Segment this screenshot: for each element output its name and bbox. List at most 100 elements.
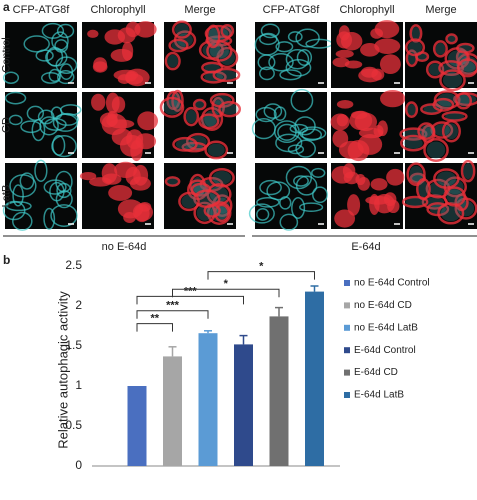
column-header: CFP-ATG8f <box>13 4 71 16</box>
cell <box>255 106 277 123</box>
cell <box>438 60 465 77</box>
cell <box>444 123 459 140</box>
cell <box>417 122 436 140</box>
legend-label: no E-64d LatB <box>354 322 418 333</box>
cell <box>293 175 309 187</box>
legend-label: E-64d CD <box>354 367 398 378</box>
y-axis-label: Relative autophagic activity <box>55 291 70 449</box>
cell <box>186 132 211 151</box>
cell <box>432 97 455 112</box>
cell <box>423 138 449 162</box>
column-header: Merge <box>425 4 456 16</box>
cell <box>370 178 388 191</box>
legend-label: no E-64d CD <box>354 300 412 311</box>
cell <box>299 202 324 213</box>
column-header: Merge <box>184 4 215 16</box>
cell <box>406 162 426 187</box>
cell <box>311 167 326 178</box>
cell <box>79 171 97 181</box>
cell <box>34 159 48 182</box>
cell <box>117 74 131 85</box>
significance-bracket <box>207 271 315 280</box>
bar <box>305 291 324 466</box>
panel-letter: a <box>3 0 10 14</box>
cell <box>407 103 416 116</box>
cell <box>287 31 303 43</box>
cell <box>35 49 54 62</box>
cell <box>2 71 20 84</box>
cell <box>273 120 300 144</box>
cell <box>416 177 431 201</box>
cell <box>330 113 350 131</box>
cell <box>457 94 470 107</box>
cell <box>212 67 241 83</box>
cell <box>433 90 461 110</box>
bar <box>234 344 253 466</box>
cell <box>212 170 232 185</box>
cell <box>20 120 42 134</box>
cell <box>175 139 195 150</box>
cell <box>40 72 61 84</box>
cell <box>295 175 318 196</box>
cell <box>43 207 56 230</box>
cell <box>408 41 423 54</box>
cell <box>403 137 423 149</box>
cell <box>123 211 136 223</box>
cell <box>12 184 24 207</box>
cell <box>436 171 457 186</box>
cell <box>399 127 428 141</box>
cell <box>357 177 370 191</box>
cell <box>185 109 197 124</box>
cell <box>294 116 316 136</box>
cell <box>101 173 122 185</box>
cell <box>48 68 61 83</box>
cell <box>174 23 189 36</box>
cell <box>332 129 349 148</box>
cell <box>91 93 106 111</box>
cell <box>456 42 475 54</box>
cell <box>101 113 127 136</box>
significance-label: * <box>259 261 264 273</box>
cell <box>171 89 184 112</box>
cell <box>312 186 328 204</box>
significance-bracket <box>136 295 244 305</box>
cell <box>426 141 446 159</box>
cell <box>208 167 235 188</box>
cell <box>214 203 230 223</box>
cell <box>201 115 217 127</box>
cell <box>380 89 406 108</box>
cell <box>254 33 280 56</box>
cell <box>221 103 238 115</box>
legend-swatch <box>344 369 350 376</box>
cell <box>44 118 67 131</box>
cell <box>268 52 294 72</box>
significance-bracket <box>172 288 280 298</box>
cell <box>138 201 152 212</box>
cell <box>196 192 217 206</box>
cell <box>163 99 181 115</box>
legend-label: no E-64d Control <box>354 278 430 289</box>
cell <box>374 20 400 39</box>
cell <box>291 196 306 219</box>
cell <box>206 206 219 216</box>
cell <box>108 184 133 201</box>
cell <box>171 20 192 39</box>
cell <box>137 111 159 131</box>
cell <box>335 49 354 58</box>
cell <box>435 100 452 110</box>
cell <box>190 182 212 197</box>
error-bar <box>204 330 212 334</box>
cell <box>8 114 23 126</box>
cell <box>198 113 220 130</box>
legend-label: E-64d LatB <box>354 390 404 401</box>
error-bar <box>168 346 177 357</box>
cell <box>457 58 477 78</box>
cell <box>168 38 189 53</box>
cell <box>432 40 448 58</box>
error-bar <box>275 306 283 317</box>
cell <box>195 100 205 109</box>
cell <box>404 38 426 57</box>
cell <box>357 134 383 155</box>
significance-label: * <box>224 278 229 290</box>
cell <box>104 29 126 45</box>
